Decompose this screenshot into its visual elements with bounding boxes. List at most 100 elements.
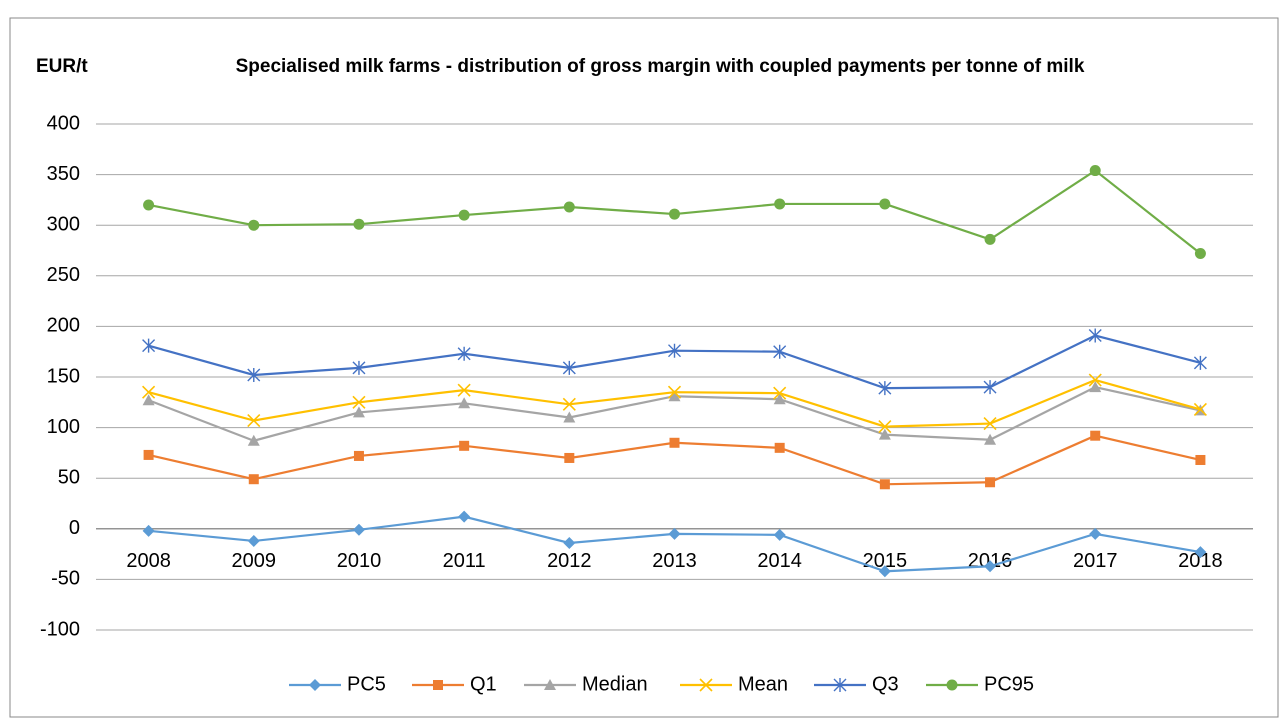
legend-label: Mean [738,673,788,695]
marker [563,536,576,549]
marker [562,360,576,375]
marker [984,433,997,445]
marker [352,523,365,536]
marker [1194,248,1206,260]
x-tick-label: 2010 [337,550,382,572]
x-tick-label: 2012 [547,550,592,572]
marker [353,218,365,230]
marker [352,360,366,375]
marker [562,397,576,411]
legend-label: Q1 [470,673,497,695]
y-tick-label: 400 [47,112,80,134]
marker [142,524,155,537]
marker [669,208,680,220]
series-line [148,378,1201,428]
y-tick-label: 300 [47,213,80,235]
x-tick-label: 2013 [652,550,697,572]
marker [773,393,786,405]
marker [1088,373,1102,387]
x-tick-label: 2008 [126,550,171,572]
marker [142,385,156,399]
marker [352,395,366,409]
x-tick-label: 2017 [1073,550,1118,572]
marker [984,233,996,245]
marker [774,198,786,210]
marker [143,199,155,211]
marker [457,346,471,361]
marker [1193,402,1207,416]
marker [669,437,680,448]
marker [879,479,890,490]
y-tick-label: 50 [58,466,80,488]
marker [773,386,787,400]
x-tick-label: 2009 [232,550,277,572]
marker [983,416,997,431]
marker [544,679,556,690]
marker [668,343,681,358]
marker [247,434,260,446]
marker [457,383,471,397]
legend-label: Q3 [872,673,899,695]
legend-label: Median [582,673,648,695]
marker [563,201,575,213]
chart-title: Specialised milk farms - distribution of… [235,56,1085,77]
marker [878,381,892,396]
y-tick-label: -100 [40,618,80,640]
marker [353,450,364,461]
y-axis-label: EUR/t [36,56,88,77]
marker [984,560,997,573]
marker [248,219,260,231]
marker [1195,454,1206,465]
marker [248,474,259,485]
y-tick-label: 250 [47,264,80,286]
marker [878,420,892,434]
marker [878,565,891,578]
marker [143,449,154,460]
marker [1089,165,1101,177]
y-tick-label: 200 [47,315,80,337]
marker [142,338,156,353]
marker [564,452,575,463]
legend-label: PC95 [984,673,1034,695]
marker [1193,355,1207,370]
chart-border [9,17,1279,718]
y-tick-label: -50 [51,568,80,590]
legend-label: PC5 [347,673,386,695]
marker [1194,546,1207,559]
marker [668,390,681,402]
marker [833,678,847,692]
marker [946,679,958,691]
marker [668,527,681,540]
y-tick-label: 100 [47,416,80,438]
series-line [148,334,1201,390]
marker [667,385,682,399]
marker [878,428,891,440]
marker [773,528,786,541]
marker [458,397,471,409]
marker [247,413,261,428]
marker [699,678,713,692]
marker [247,534,260,547]
marker [1090,430,1101,441]
marker [309,679,321,691]
y-tick-label: 350 [47,163,80,185]
marker [352,406,365,418]
marker [433,680,443,690]
marker [458,209,470,221]
x-tick-label: 2014 [757,550,802,572]
marker [983,380,997,395]
x-tick-label: 2018 [1178,550,1223,572]
marker [247,367,261,382]
marker [459,440,470,451]
marker [458,510,471,523]
y-tick-label: 150 [47,365,80,387]
marker [142,394,155,406]
marker [774,442,785,453]
marker [879,198,891,210]
marker [773,344,787,359]
marker [1089,527,1102,540]
marker [1088,328,1102,343]
marker [1089,381,1102,393]
